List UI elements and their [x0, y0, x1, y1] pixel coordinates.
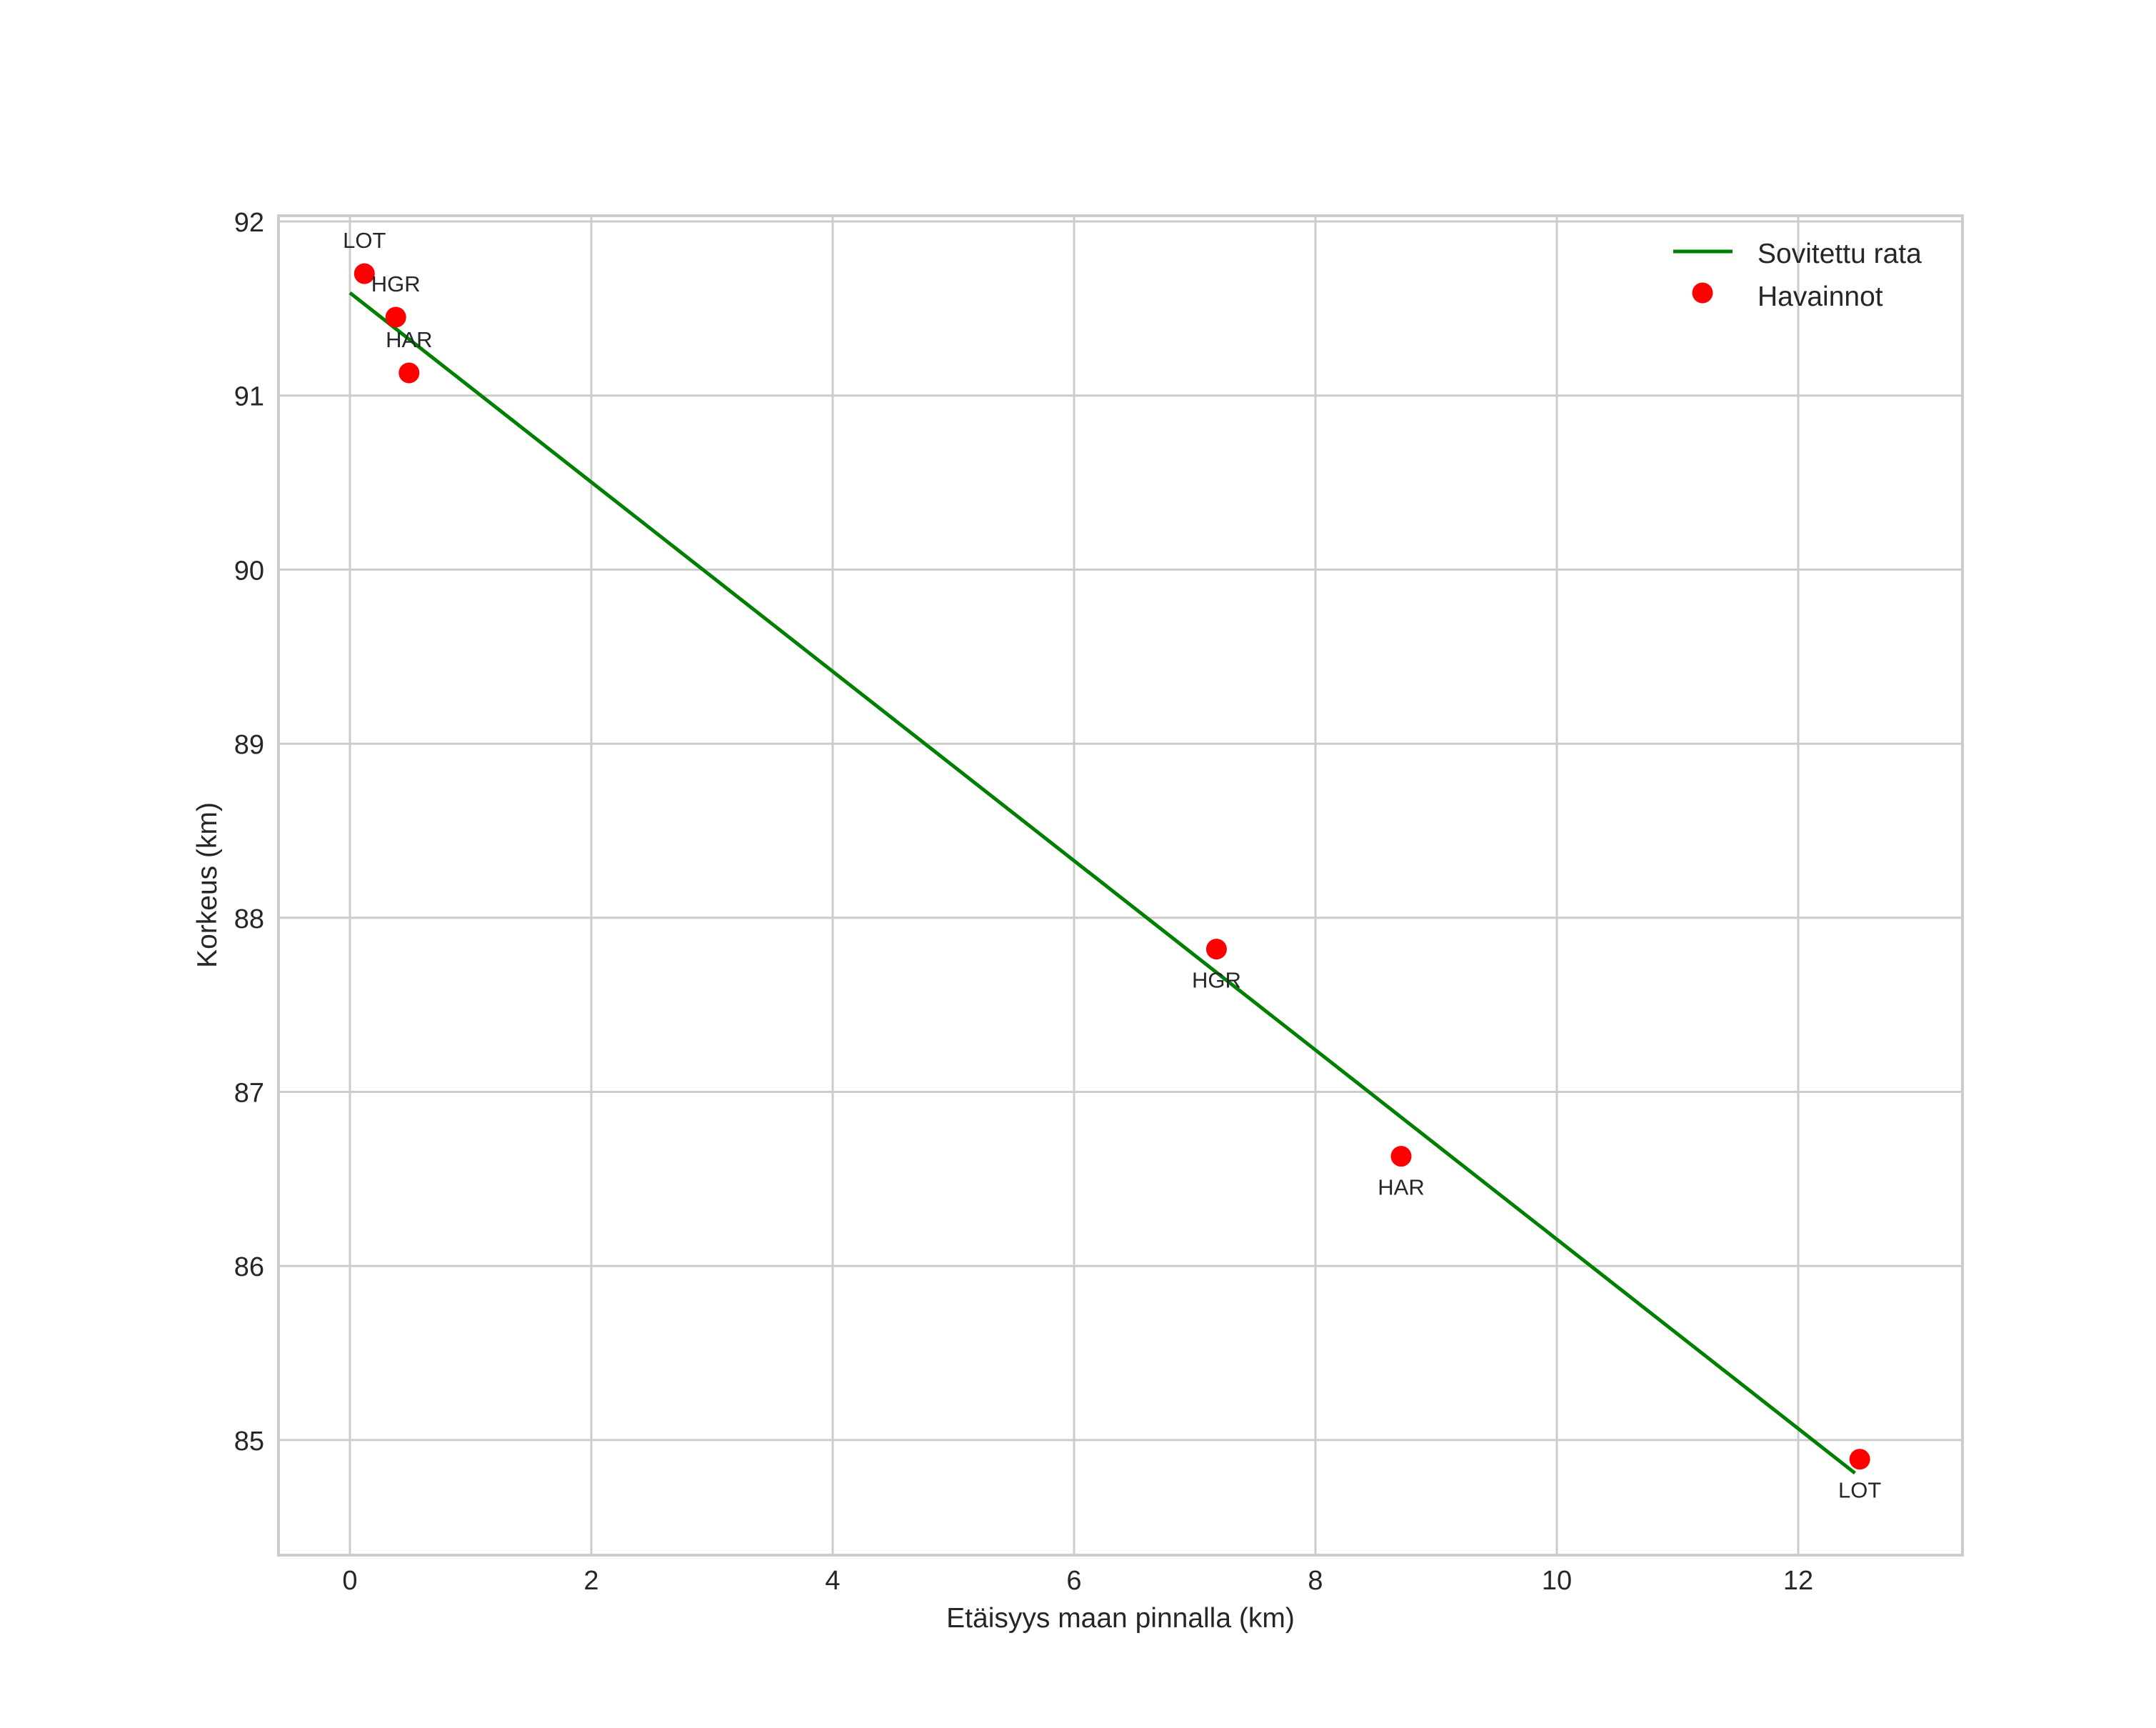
- fitted-trajectory-line: [349, 291, 1856, 1475]
- y-tick-label: 88: [234, 904, 264, 934]
- plot-frame: [277, 214, 1964, 1557]
- y-tick-label: 86: [234, 1252, 264, 1282]
- grid-lines: [279, 216, 1962, 1555]
- observation-point: [1205, 939, 1227, 960]
- y-tick-label: 87: [234, 1079, 264, 1109]
- x-tick-label: 8: [1308, 1566, 1323, 1596]
- y-tick-label: 92: [234, 208, 264, 238]
- station-label: HAR: [1378, 1175, 1424, 1200]
- y-axis-label: Korkeus (km): [192, 802, 223, 968]
- observation-point: [1390, 1146, 1412, 1167]
- station-label: LOT: [343, 228, 386, 253]
- x-tick-label: 4: [825, 1566, 840, 1596]
- legend-label-fit: Sovitettu rata: [1758, 239, 1922, 269]
- legend: Sovitettu rata Havainnot: [1673, 239, 1922, 312]
- legend-label-observations: Havainnot: [1758, 281, 1883, 312]
- y-tick-label: 90: [234, 556, 264, 586]
- y-tick-label: 91: [234, 382, 264, 412]
- observation-point: [385, 306, 406, 328]
- station-label: HGR: [371, 271, 421, 296]
- x-tick-label: 12: [1783, 1566, 1813, 1596]
- x-tick-label: 10: [1542, 1566, 1572, 1596]
- y-tick-label: 85: [234, 1427, 264, 1457]
- dot-marker-icon: [1692, 282, 1713, 304]
- plot-series: LOT HGR HAR HGR HAR LOT: [343, 228, 1881, 1503]
- x-tick-label: 0: [342, 1566, 357, 1596]
- x-axis-label: Etäisyys maan pinnalla (km): [946, 1603, 1295, 1634]
- station-label: HAR: [386, 327, 432, 352]
- station-label: HGR: [1192, 968, 1241, 993]
- observation-point: [354, 263, 375, 284]
- x-tick-labels: 0 2 4 6 8 10 12: [342, 1566, 1813, 1596]
- x-tick-label: 6: [1066, 1566, 1081, 1596]
- x-tick-label: 2: [583, 1566, 598, 1596]
- station-label: LOT: [1838, 1478, 1881, 1503]
- observation-point: [1849, 1449, 1870, 1470]
- y-tick-labels: 85 86 87 88 89 90 91 92: [234, 208, 264, 1457]
- y-tick-label: 89: [234, 730, 264, 760]
- observation-point: [398, 362, 420, 384]
